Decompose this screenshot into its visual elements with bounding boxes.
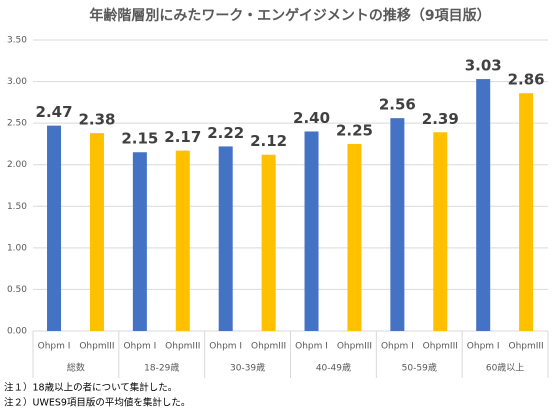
group-label: 60歳以上: [486, 362, 524, 374]
x-tick-label: Ohpm I: [295, 342, 328, 352]
bar: [175, 150, 190, 331]
bar: [347, 143, 362, 331]
y-tick-label: 3.50: [7, 36, 27, 46]
group-label: 30-39歳: [230, 362, 265, 374]
x-tick-label: OhpmIII: [251, 342, 286, 352]
chart-title: 年齢階層別にみたワーク・エンゲイジメントの推移（9項目版）: [89, 7, 490, 24]
x-tick-label: Ohpm I: [381, 342, 414, 352]
group-label: 50-59歳: [402, 362, 437, 374]
bar: [261, 154, 276, 331]
value-label: 2.40: [293, 109, 330, 127]
note: 注１）18歳以上の者について集計した。: [4, 382, 177, 394]
x-tick-label: OhpmIII: [165, 342, 200, 352]
x-tick-label: Ohpm I: [467, 342, 500, 352]
value-label: 2.38: [78, 111, 115, 129]
x-tick-label: OhpmIII: [337, 342, 372, 352]
x-tick-label: Ohpm I: [209, 342, 242, 352]
bar: [47, 125, 62, 331]
bar: [304, 131, 319, 331]
bar: [476, 79, 491, 331]
value-label: 2.56: [379, 96, 416, 114]
x-tick-label: Ohpm I: [123, 342, 156, 352]
value-label: 2.25: [336, 121, 373, 139]
y-tick-label: 0.00: [7, 327, 27, 337]
y-tick-label: 2.50: [7, 119, 27, 129]
group-label: 総数: [67, 362, 85, 374]
bar: [132, 152, 147, 331]
value-label: 2.47: [36, 103, 73, 121]
y-tick-label: 1.50: [7, 202, 27, 212]
value-label: 2.15: [121, 130, 158, 148]
x-tick-label: OhpmIII: [508, 342, 543, 352]
y-tick-label: 0.50: [7, 285, 27, 295]
bar: [218, 146, 233, 331]
y-tick-label: 1.00: [7, 243, 27, 253]
x-tick-label: OhpmIII: [423, 342, 458, 352]
bar: [519, 93, 534, 331]
bar: [89, 133, 104, 331]
group-label: 18-29歳: [144, 362, 179, 374]
note: 注２）UWES9項目版の平均値を集計した。: [4, 397, 190, 409]
y-tick-label: 2.00: [7, 160, 27, 170]
x-tick-label: Ohpm I: [38, 342, 71, 352]
group-label: 40-49歳: [316, 362, 351, 374]
value-label: 2.22: [207, 124, 244, 142]
value-label: 2.12: [250, 132, 287, 150]
y-tick-label: 3.00: [7, 77, 27, 87]
value-label: 3.03: [465, 57, 502, 75]
x-tick-label: OhpmIII: [79, 342, 114, 352]
value-label: 2.39: [422, 110, 459, 128]
value-label: 2.17: [164, 128, 201, 146]
bar: [433, 132, 448, 331]
value-label: 2.86: [508, 71, 545, 89]
bar: [390, 118, 405, 331]
